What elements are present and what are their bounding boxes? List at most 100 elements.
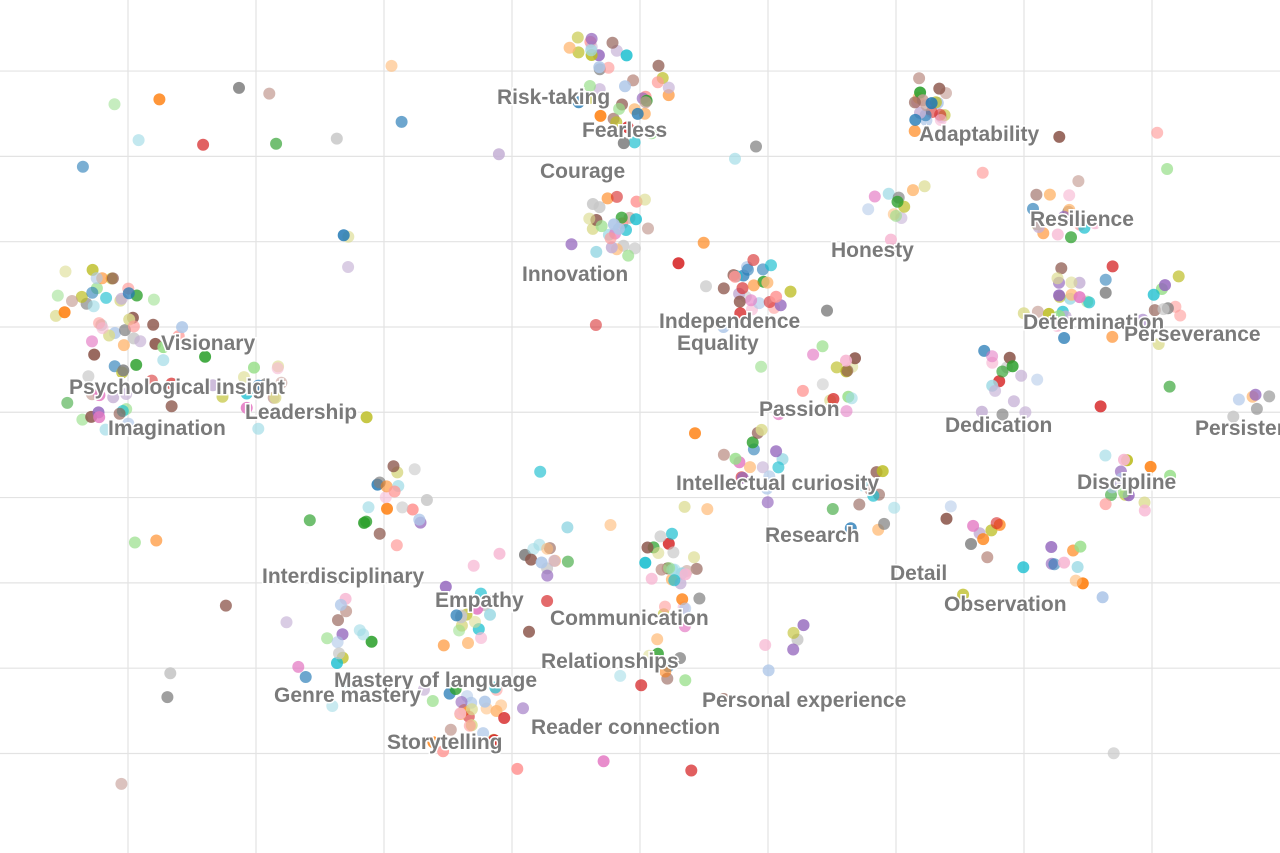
data-point xyxy=(1031,305,1044,318)
data-point xyxy=(413,513,426,526)
cluster-label-leadership: Leadership xyxy=(245,401,357,424)
data-point xyxy=(61,396,74,409)
data-point xyxy=(93,411,106,424)
data-point xyxy=(248,361,260,374)
data-point xyxy=(830,361,843,374)
data-point xyxy=(406,503,419,516)
data-point xyxy=(990,517,1003,530)
data-point xyxy=(667,546,680,559)
data-point xyxy=(613,102,626,115)
data-point xyxy=(1094,400,1107,413)
data-point xyxy=(342,261,355,273)
data-point xyxy=(986,350,999,363)
data-point xyxy=(1053,130,1066,143)
data-point xyxy=(746,436,759,449)
data-point xyxy=(1148,304,1161,317)
data-point xyxy=(437,639,450,652)
data-point xyxy=(453,624,466,637)
data-point xyxy=(826,503,839,515)
data-point xyxy=(238,371,250,384)
data-point xyxy=(787,643,800,656)
data-point xyxy=(373,527,386,540)
data-point xyxy=(362,501,375,514)
data-point xyxy=(408,463,421,476)
data-point xyxy=(93,389,106,402)
data-point xyxy=(199,350,212,363)
data-point xyxy=(165,400,178,413)
data-point xyxy=(821,304,833,317)
data-point xyxy=(845,392,858,405)
data-point xyxy=(1069,574,1082,587)
data-point xyxy=(488,734,501,747)
data-point xyxy=(390,539,403,552)
cluster-label-risk-taking: Risk-taking xyxy=(497,86,610,109)
data-point xyxy=(605,241,618,254)
data-point xyxy=(478,695,491,708)
data-point xyxy=(1042,307,1055,320)
data-point xyxy=(752,316,765,329)
data-point xyxy=(867,489,880,502)
data-point xyxy=(1032,221,1045,233)
data-point xyxy=(498,712,511,724)
data-point xyxy=(1058,210,1071,223)
data-point xyxy=(639,96,652,109)
data-point xyxy=(744,461,756,474)
data-point xyxy=(606,36,619,49)
data-point xyxy=(807,348,820,361)
data-point xyxy=(747,279,760,292)
data-point xyxy=(967,519,980,532)
data-point xyxy=(147,318,160,331)
cluster-label-intellectual-curiosity: Intellectual curiosity xyxy=(676,472,879,495)
data-point xyxy=(115,777,128,790)
data-point xyxy=(1232,393,1245,406)
data-point xyxy=(1118,453,1130,466)
data-point xyxy=(878,517,891,530)
data-point xyxy=(439,580,452,593)
data-point xyxy=(747,254,760,266)
data-point xyxy=(233,81,245,94)
data-point xyxy=(1030,188,1043,201)
data-point xyxy=(240,387,253,400)
data-point xyxy=(796,384,809,397)
data-point xyxy=(612,222,625,235)
data-point xyxy=(700,280,712,293)
cluster-label-adaptability: Adaptability xyxy=(919,123,1039,146)
data-point xyxy=(127,320,140,333)
data-point xyxy=(643,649,656,662)
data-point xyxy=(876,465,889,478)
cluster-label-personal-experience: Personal experience xyxy=(702,689,906,712)
data-point xyxy=(674,652,686,665)
cluster-label-communication: Communication xyxy=(550,607,709,630)
data-point xyxy=(840,354,852,367)
data-point xyxy=(270,137,283,150)
data-point xyxy=(100,291,113,304)
data-point xyxy=(523,625,535,638)
data-point xyxy=(150,534,163,547)
data-point xyxy=(631,107,644,120)
data-point xyxy=(108,98,121,111)
data-point xyxy=(535,556,548,569)
data-point xyxy=(292,660,305,673)
data-point xyxy=(467,559,480,572)
data-point xyxy=(925,97,938,110)
data-point xyxy=(763,470,776,483)
data-point xyxy=(326,700,339,712)
data-point xyxy=(88,348,101,361)
data-point xyxy=(989,384,1002,397)
data-point xyxy=(610,116,623,129)
data-point xyxy=(736,471,749,484)
data-point xyxy=(517,702,529,715)
cluster-label-innovation: Innovation xyxy=(522,263,628,286)
data-point xyxy=(642,222,654,235)
labels-layer: Risk-taking Fearless Courage Adaptabilit… xyxy=(68,85,1280,756)
data-point xyxy=(86,286,99,299)
cluster-label-visionary: Visionary xyxy=(161,332,255,355)
data-point xyxy=(161,691,174,704)
data-point xyxy=(164,667,177,680)
data-point xyxy=(891,195,904,208)
data-point xyxy=(678,620,691,633)
data-point xyxy=(147,293,160,306)
data-point xyxy=(117,339,130,352)
data-point xyxy=(756,461,769,474)
data-point xyxy=(1159,279,1171,292)
